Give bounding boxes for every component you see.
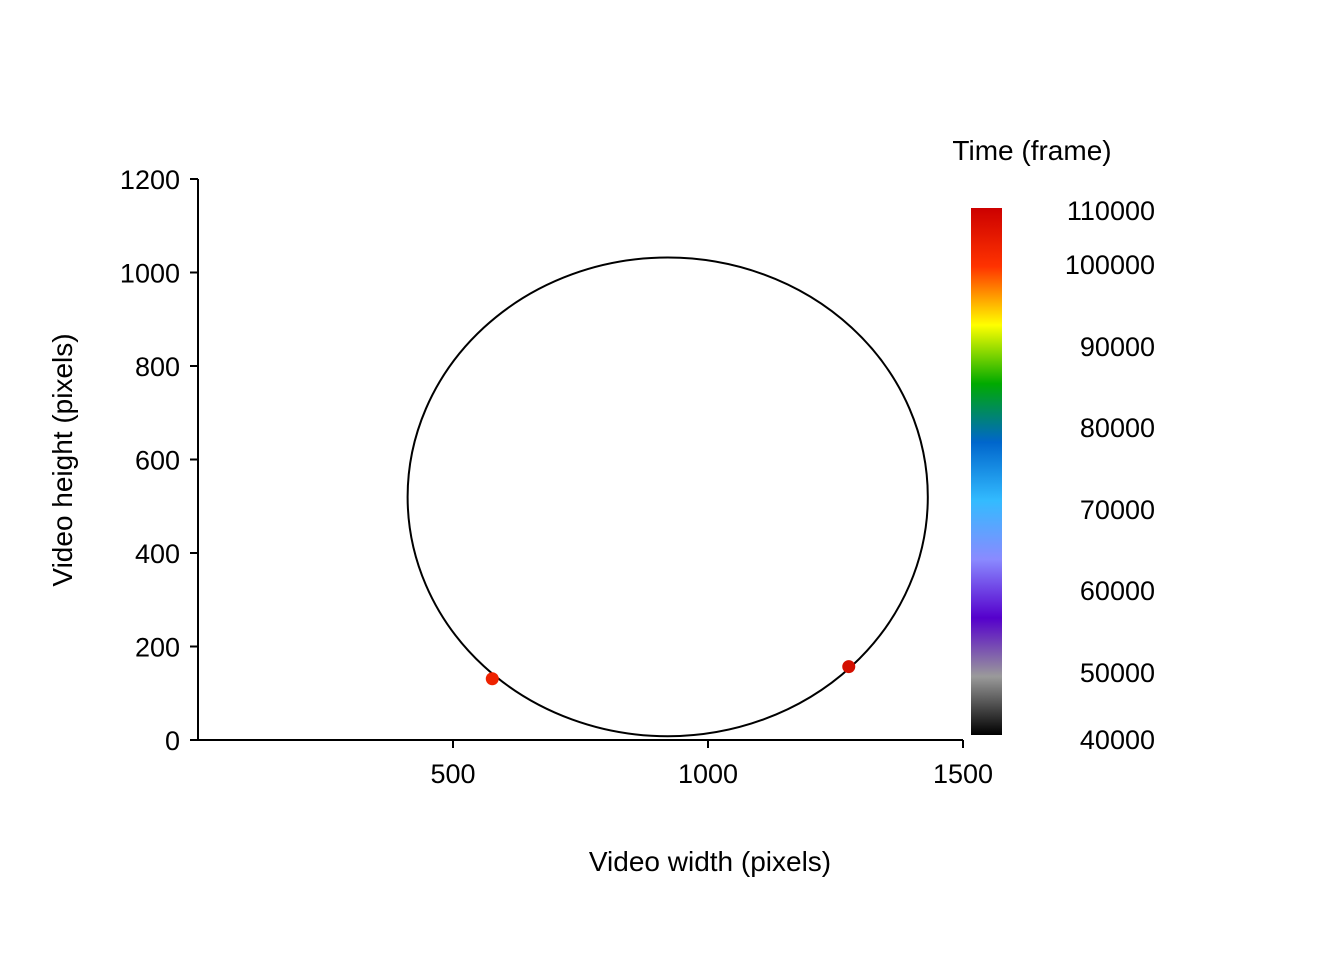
colorbar-tick-label: 70000 [1080, 495, 1155, 525]
y-tick-label: 0 [165, 726, 180, 756]
y-axis-title: Video height (pixels) [47, 333, 78, 586]
data-point [485, 672, 499, 686]
axes: 0 200 400 600 800 1000 1200 500 1000 1500 [120, 165, 993, 789]
y-tick-label: 800 [135, 352, 180, 382]
arena-circle [406, 256, 929, 738]
colorbar-tick-label: 110000 [1067, 196, 1155, 226]
colorbar-tick-label: 60000 [1080, 576, 1155, 606]
y-tick-label: 600 [135, 446, 180, 476]
x-tick-label: 1000 [678, 759, 738, 789]
x-axis-title: Video width (pixels) [589, 846, 831, 877]
colorbar-tick-label: 50000 [1080, 658, 1155, 688]
colorbar-title: Time (frame) [952, 135, 1111, 166]
y-tick-label: 400 [135, 539, 180, 569]
colorbar-tick-label: 100000 [1065, 250, 1155, 280]
x-tick-label: 500 [430, 759, 475, 789]
y-tick-label: 200 [135, 633, 180, 663]
data-point [842, 660, 856, 674]
x-tick-label: 1500 [933, 759, 993, 789]
plot-area [406, 256, 929, 738]
y-tick-label: 1000 [120, 259, 180, 289]
colorbar-tick-label: 40000 [1080, 725, 1155, 755]
colorbar-tick-label: 90000 [1080, 332, 1155, 362]
colorbar: 110000 100000 90000 80000 70000 60000 50000 400… [971, 196, 1155, 755]
y-tick-label: 1200 [120, 165, 180, 195]
colorbar-gradient [971, 208, 1002, 735]
colorbar-tick-label: 80000 [1080, 413, 1155, 443]
